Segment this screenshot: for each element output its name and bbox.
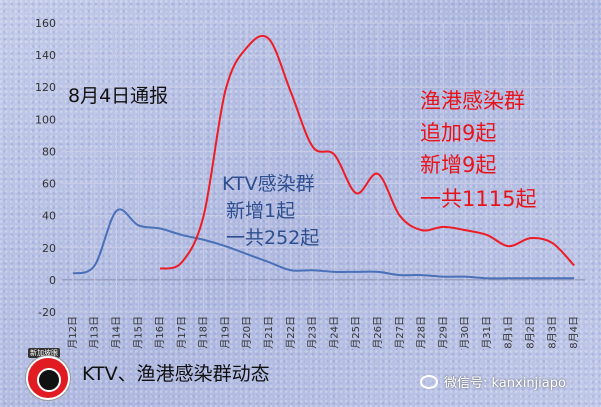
logo-text: 新加坡眼 [28, 348, 60, 358]
brand-logo-icon [26, 356, 70, 400]
x-axis-ticks: 7月12日 7月13日 7月14日 7月15日 7月16日 7月17日 7月18日 7月19日… [67, 316, 580, 350]
wechat-id-label: 微信号: kanxinjiapo [444, 376, 566, 391]
y-tick-label: 100 [35, 113, 56, 126]
x-tick-label: 7月15日 [132, 316, 144, 350]
x-tick-label: 7月13日 [89, 316, 101, 350]
ktv-annotation-line-3: 一共252起 [226, 227, 319, 249]
port-annotation-line-4: 一共1115起 [420, 187, 536, 211]
x-tick-label: 8月1日 [503, 316, 515, 349]
y-tick-label: 80 [42, 145, 56, 158]
x-tick-label: 7月27日 [394, 316, 406, 350]
x-tick-label: 7月30日 [459, 316, 471, 350]
x-tick-label: 7月25日 [350, 316, 362, 350]
x-tick-label: 7月28日 [416, 316, 428, 350]
x-tick-label: 8月2日 [525, 316, 537, 349]
y-tick-label: 0 [49, 274, 56, 287]
chart: -20 0 20 40 60 80 100 120 140 160 7月12日 7月13日 7月14日… [35, 17, 585, 350]
port-annotation-line-3: 新增9起 [420, 153, 496, 177]
x-tick-label: 7月20日 [241, 316, 253, 350]
chart-grid [62, 22, 585, 313]
y-tick-label: 160 [35, 17, 56, 30]
series-line-port [159, 34, 575, 270]
x-tick-label: 8月3日 [546, 316, 558, 349]
x-tick-label: 7月18日 [198, 316, 210, 350]
y-tick-label: -20 [38, 306, 56, 319]
series-line-ktv [72, 208, 575, 280]
ktv-annotation-line-2: 新增1起 [226, 200, 295, 222]
x-tick-label: 7月21日 [263, 316, 275, 350]
x-tick-label: 7月14日 [110, 316, 122, 350]
date-note: 8月4日通报 [68, 85, 168, 107]
wechat-id: 微信号: kanxinjiapo [420, 372, 566, 391]
y-axis-ticks: -20 0 20 40 60 80 100 120 140 160 [35, 17, 56, 319]
chart-lines [72, 34, 575, 280]
y-tick-label: 40 [42, 210, 56, 223]
x-tick-label: 7月26日 [372, 316, 384, 350]
x-tick-label: 7月12日 [67, 316, 79, 350]
x-tick-label: 8月4日 [568, 316, 580, 349]
x-tick-label: 7月16日 [154, 316, 166, 350]
y-tick-label: 20 [42, 242, 56, 255]
wechat-icon [420, 374, 438, 389]
x-tick-label: 7月24日 [328, 316, 340, 350]
x-tick-label: 7月23日 [307, 316, 319, 350]
y-tick-label: 140 [35, 49, 56, 62]
x-tick-label: 7月29日 [437, 316, 449, 350]
footer-title: KTV、渔港感染群动态 [82, 363, 270, 385]
port-annotation-line-1: 渔港感染群 [420, 89, 525, 113]
x-tick-label: 7月19日 [219, 316, 231, 350]
x-tick-label: 7月22日 [285, 316, 297, 350]
x-tick-label: 7月17日 [176, 316, 188, 350]
ktv-annotation-line-1: KTV感染群 [222, 173, 315, 195]
y-tick-label: 60 [42, 178, 56, 191]
x-tick-label: 7月31日 [481, 316, 493, 350]
y-tick-label: 120 [35, 81, 56, 94]
port-annotation-line-2: 追加9起 [420, 121, 496, 145]
